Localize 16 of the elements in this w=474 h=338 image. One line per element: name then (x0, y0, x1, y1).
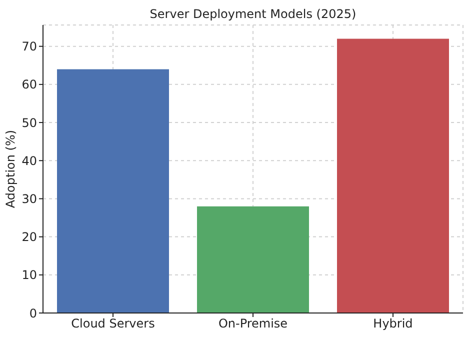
x-tick-label: On-Premise (218, 316, 288, 331)
y-tick-label: 0 (29, 306, 37, 320)
chart-title: Server Deployment Models (2025) (148, 7, 358, 21)
y-tick-label: 20 (22, 230, 37, 244)
y-tick-label: 10 (22, 268, 37, 282)
y-tick-label: 50 (22, 116, 37, 130)
y-tick-label: 30 (22, 192, 37, 206)
y-tick-label: 60 (22, 78, 37, 92)
bar (57, 69, 169, 313)
bar (337, 38, 449, 313)
y-axis-title: Adoption (%) (3, 130, 18, 208)
y-tick-label: 40 (22, 154, 37, 168)
bar (197, 206, 309, 313)
y-tick-label: 70 (22, 40, 37, 54)
x-tick-label: Hybrid (373, 316, 413, 331)
x-tick-label: Cloud Servers (71, 316, 155, 331)
